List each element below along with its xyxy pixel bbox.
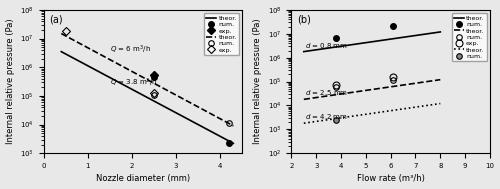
X-axis label: Nozzle diameter (mm): Nozzle diameter (mm) [96, 174, 190, 184]
Text: $d$ = 0.8 mm: $d$ = 0.8 mm [305, 40, 348, 50]
Y-axis label: Internal relative pressure (Pa): Internal relative pressure (Pa) [254, 19, 262, 144]
Y-axis label: Internal relative pressure (Pa): Internal relative pressure (Pa) [6, 19, 15, 144]
Text: $d$ = 4.2 mm: $d$ = 4.2 mm [305, 112, 348, 121]
Legend: theor., num., theor., num., exp., theor., num.: theor., num., theor., num., exp., theor.… [452, 13, 487, 61]
Text: (a): (a) [50, 14, 63, 24]
Text: $Q$ = 3.8 m$^3$/h: $Q$ = 3.8 m$^3$/h [110, 76, 158, 89]
Text: $Q$ = 6 m$^3$/h: $Q$ = 6 m$^3$/h [110, 43, 151, 56]
Text: $d$ = 2.5 mm: $d$ = 2.5 mm [305, 88, 348, 97]
Legend: theor., num., exp., theor., num., exp.: theor., num., exp., theor., num., exp. [204, 13, 239, 55]
X-axis label: Flow rate (m³/h): Flow rate (m³/h) [356, 174, 424, 184]
Text: (b): (b) [298, 14, 311, 24]
